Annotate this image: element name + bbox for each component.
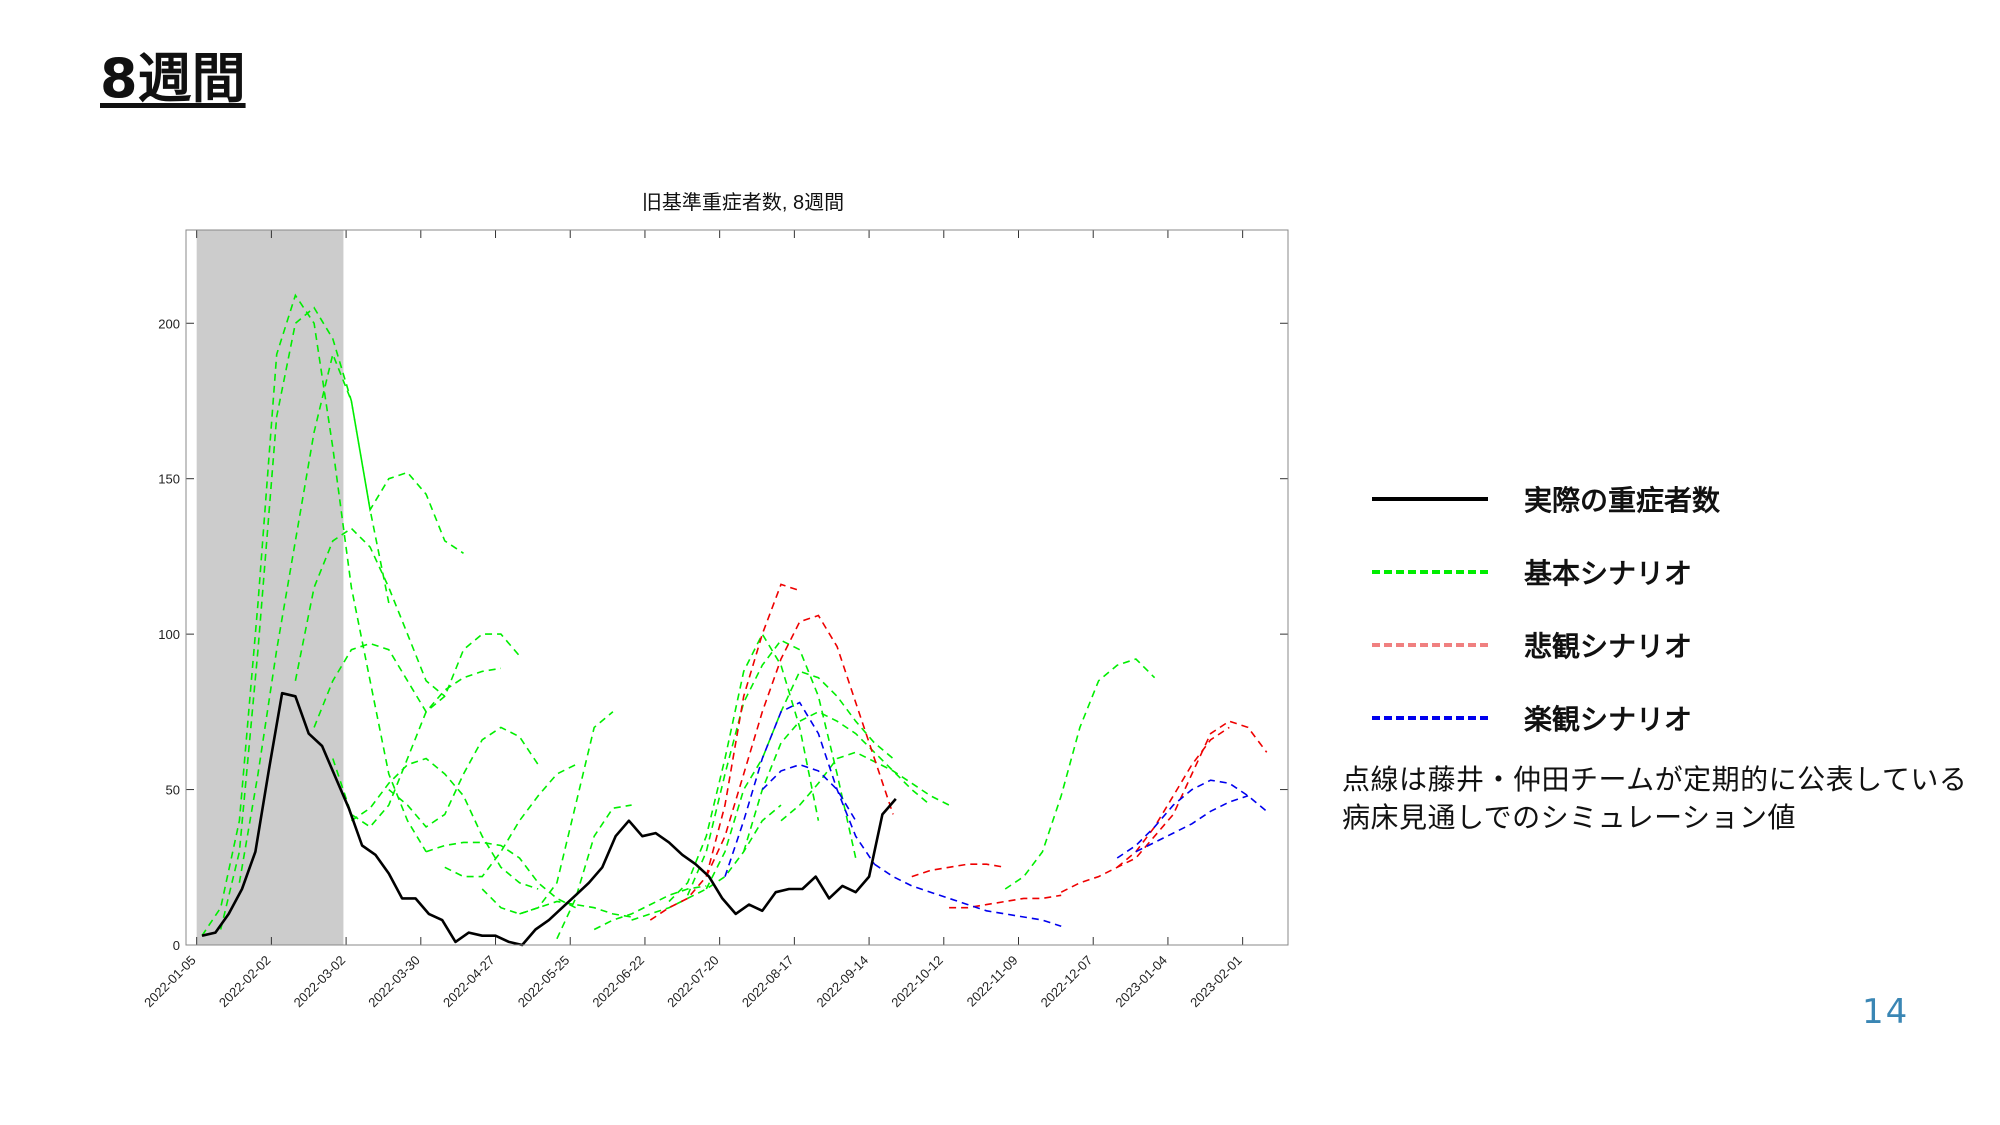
shaded-region: [196, 230, 344, 945]
pessimistic-scenario-run-2: [705, 614, 894, 877]
plot-frame: [185, 229, 1289, 946]
x-tick-label: 2022-02-02: [216, 953, 274, 1011]
slide-title: 8週間: [100, 47, 246, 110]
base-scenario-run-4: [294, 527, 446, 697]
legend-line-base: [1372, 569, 1488, 574]
base-scenario-run-14: [593, 885, 707, 931]
actual-series-line: [201, 691, 897, 947]
base-scenario-run-8: [388, 726, 539, 828]
legend-label-actual: 実際の重症者数: [1524, 483, 1721, 517]
note-line-1: 点線は藤井・仲田チームが定期的に公表している: [1342, 763, 1968, 796]
base-scenario-run-6: [332, 667, 502, 828]
legend-item-optimistic: 楽観シナリオ: [1372, 681, 1932, 754]
optimistic-scenario-run-2: [761, 763, 857, 822]
legend-item-pessimistic: 悲観シナリオ: [1372, 608, 1932, 681]
x-tick-label: 2022-03-02: [291, 953, 349, 1011]
y-tick-label: 200: [158, 316, 180, 331]
plot-area: [186, 230, 1288, 945]
x-tick-label: 2022-11-09: [964, 953, 1021, 1010]
pessimistic-scenario-run-4: [949, 894, 1062, 909]
base-scenario-run-18: [705, 670, 894, 890]
optimistic-scenario-run-5: [1135, 795, 1249, 853]
base-scenario-run-16: [668, 632, 820, 903]
base-scenario-run-1: [201, 293, 427, 937]
optimistic-scenario-run-4: [1116, 779, 1268, 859]
base-scenario-run-20: [780, 751, 950, 822]
legend-item-base: 基本シナリオ: [1372, 535, 1932, 608]
optimistic-scenario-run-1: [724, 701, 876, 877]
legend-item-actual: 実際の重症者数: [1372, 462, 1932, 535]
chart-title: 旧基準重症者数, 8週間: [642, 191, 844, 214]
base-scenario-run-15: [631, 804, 782, 921]
legend-label-base: 基本シナリオ: [1524, 556, 1693, 590]
page-number: 14: [1862, 992, 1910, 1032]
base-scenario-run-10: [444, 763, 576, 878]
x-tick-label: 2022-01-05: [141, 953, 199, 1011]
base-scenario-run-13: [556, 804, 632, 940]
base-scenario-run-21: [1004, 658, 1156, 890]
legend: 実際の重症者数 基本シナリオ 悲観シナリオ 楽観シナリオ: [1372, 462, 1932, 754]
legend-line-pessimistic: [1372, 642, 1488, 647]
x-tick-label: 2023-01-04: [1112, 953, 1170, 1011]
legend-label-pessimistic: 悲観シナリオ: [1524, 629, 1693, 663]
legend-line-optimistic: [1372, 715, 1488, 720]
base-scenario-run-3: [238, 351, 464, 883]
x-tick-label: 2022-03-30: [365, 953, 423, 1011]
base-scenario-run-5: [313, 633, 521, 728]
x-tick-label: 2022-12-07: [1038, 953, 1096, 1011]
base-scenario-run-9: [425, 841, 576, 909]
x-tick-label: 2022-05-25: [515, 953, 573, 1011]
base-scenario-run-11: [481, 711, 614, 915]
y-tick-label: 0: [173, 938, 180, 953]
base-scenario-run-12: [519, 900, 632, 918]
base-scenario-run-17: [686, 639, 857, 896]
x-tick-label: 2022-10-12: [888, 953, 946, 1011]
pessimistic-scenario-run-3: [911, 863, 1006, 878]
x-tick-label: 2022-06-22: [589, 953, 647, 1011]
optimistic-scenario-run-3: [873, 863, 1062, 928]
x-tick-label: 2023-02-01: [1187, 953, 1245, 1011]
y-tick-label: 50: [166, 783, 180, 798]
chart-note: 点線は藤井・仲田チームが定期的に公表している 病床見通しでのシミュレーション値: [1342, 761, 1982, 837]
y-tick-label: 100: [158, 627, 180, 642]
pessimistic-scenario-run-1: [649, 583, 800, 921]
legend-label-optimistic: 楽観シナリオ: [1524, 702, 1693, 736]
x-tick-label: 2022-08-17: [739, 953, 797, 1011]
note-line-2: 病床見通しでのシミュレーション値: [1342, 801, 1797, 834]
x-tick-label: 2022-04-27: [440, 953, 498, 1011]
pessimistic-scenario-run-5: [1060, 720, 1268, 893]
legend-line-actual: [1372, 496, 1488, 501]
y-tick-label: 150: [158, 472, 180, 487]
base-scenario-run-7: [350, 757, 539, 890]
x-tick-label: 2022-09-14: [814, 953, 872, 1011]
base-scenario-run-19: [742, 710, 932, 852]
x-tick-label: 2022-07-20: [664, 953, 722, 1011]
